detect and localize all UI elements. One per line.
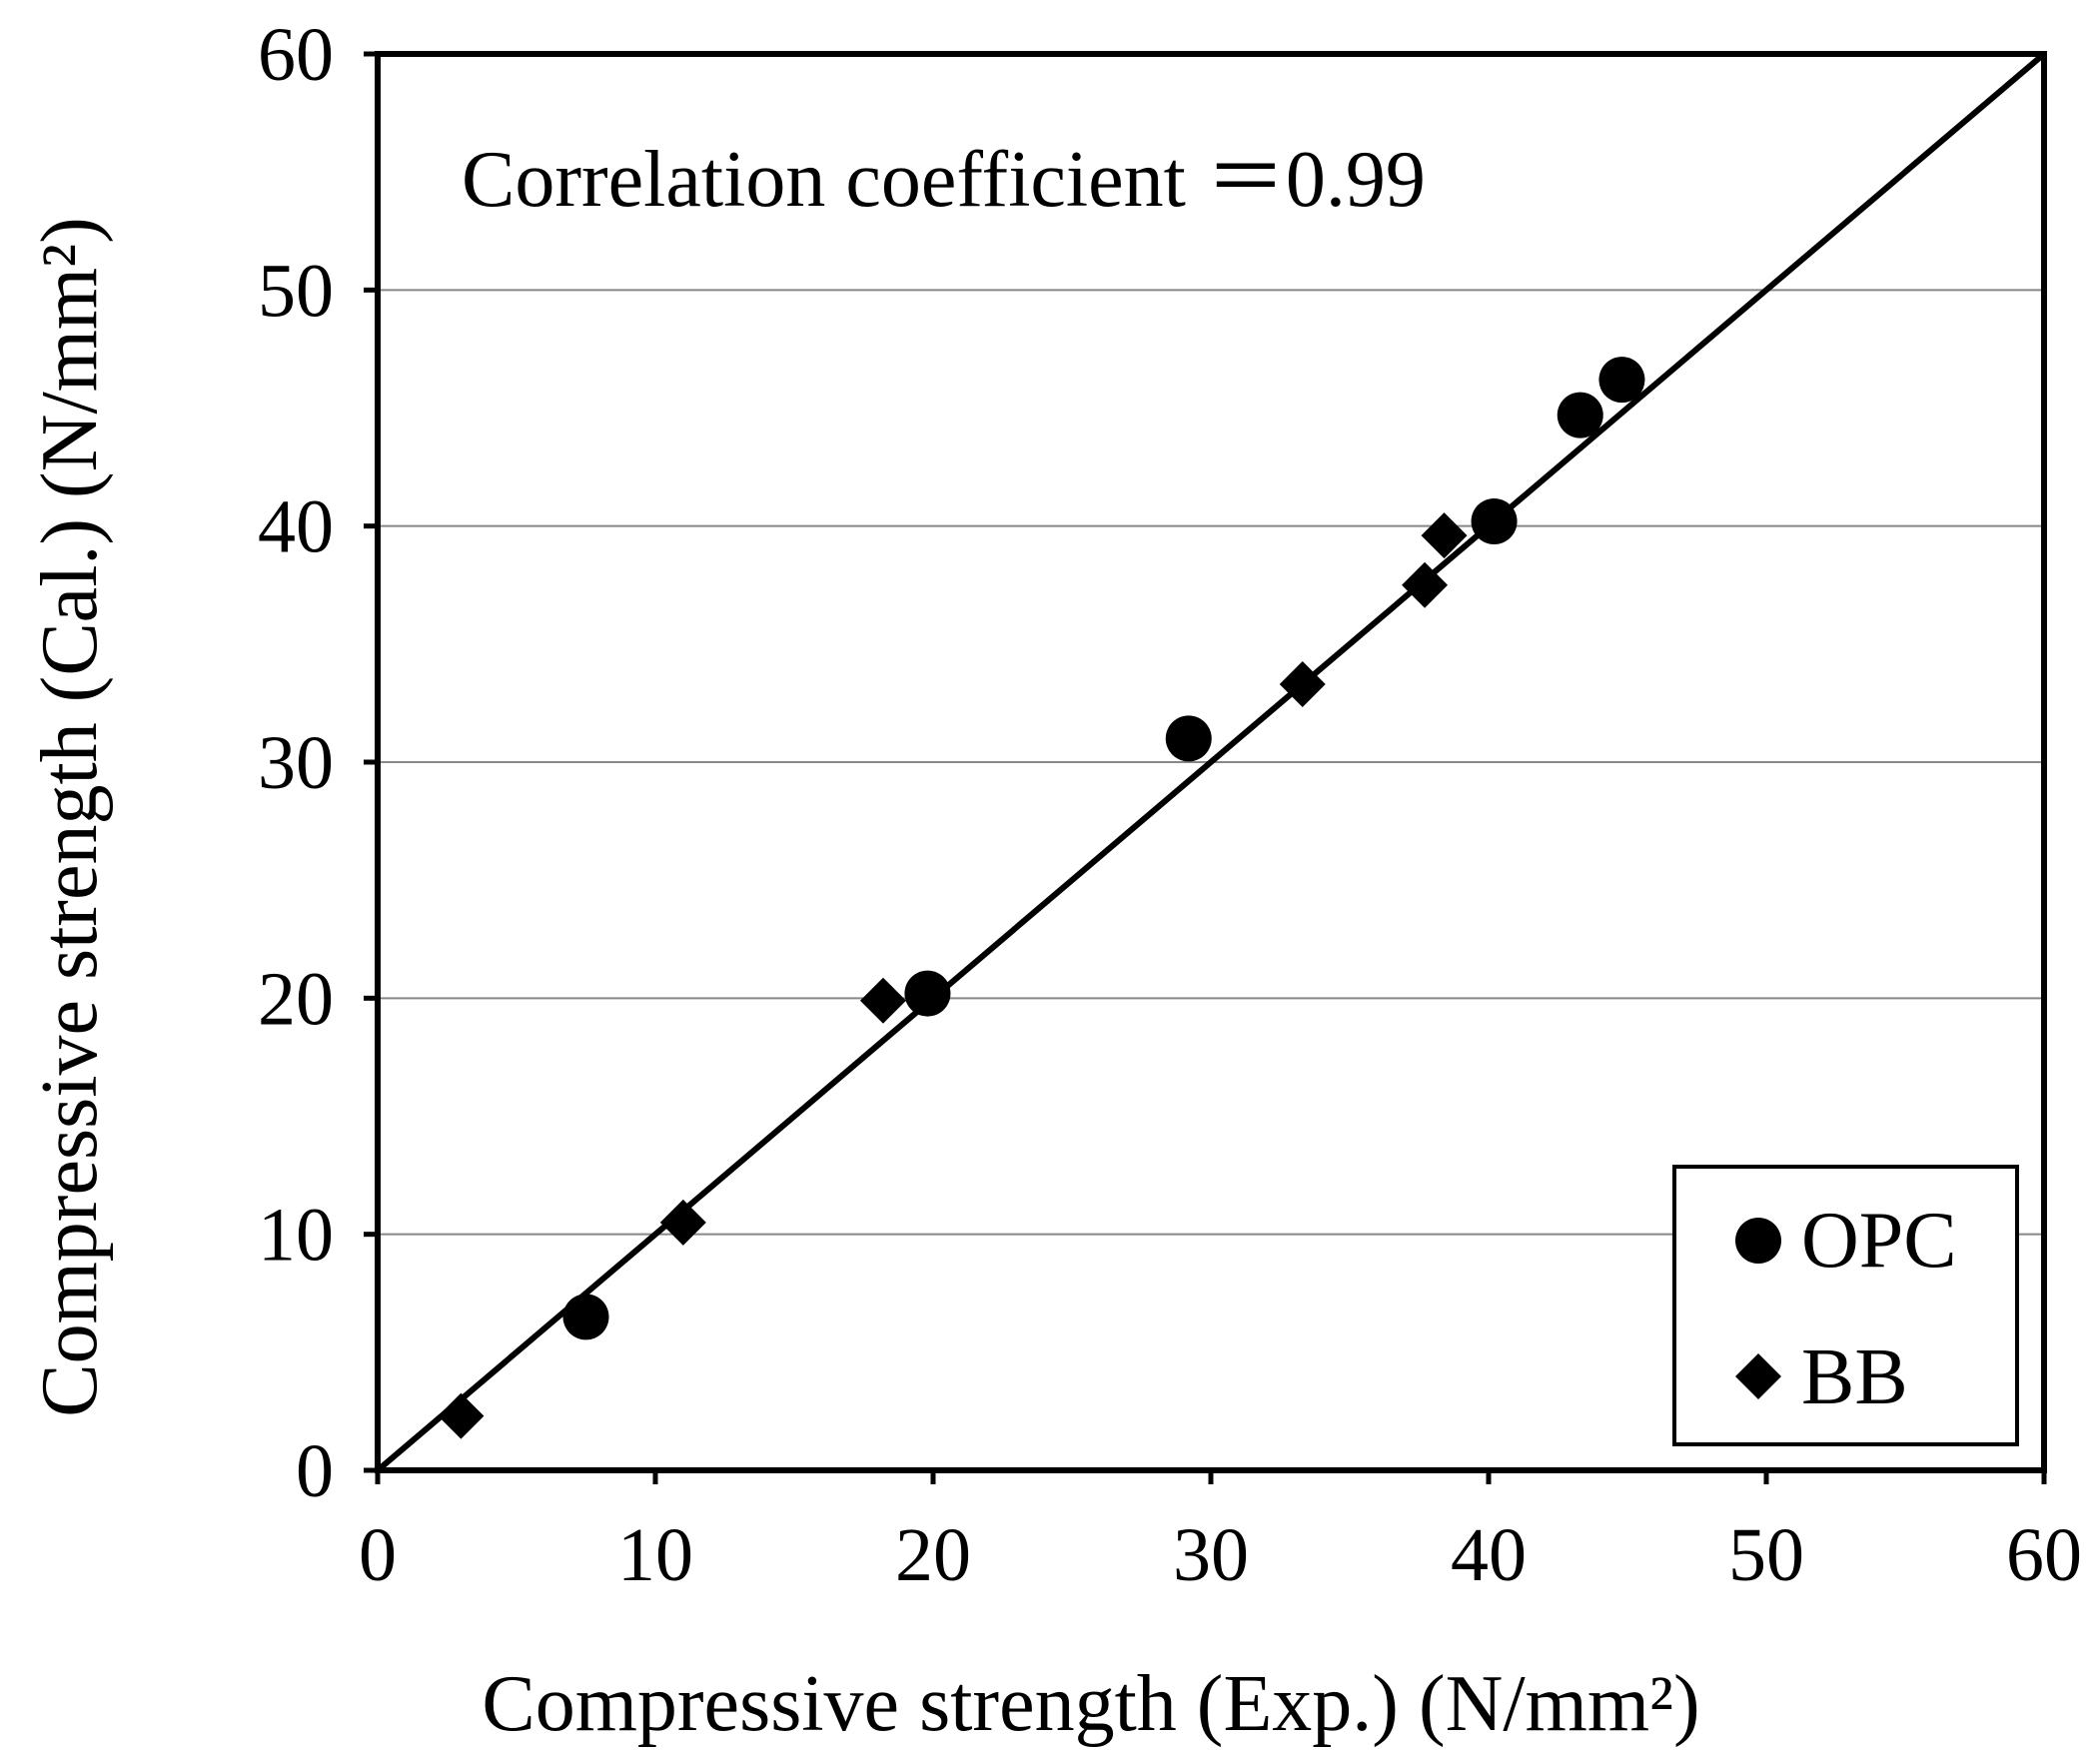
y-axis-title: Compressive strength (Cal.) (N/mm²) [26,217,114,1417]
point-bb-0 [438,1392,485,1439]
x-tick-label-40: 40 [1451,1513,1527,1597]
legend-box [1672,1165,2019,1446]
point-opc-4 [1557,392,1603,439]
x-tick-label-30: 30 [1173,1513,1249,1597]
legend-opc-label: OPC [1801,1197,1957,1285]
legend-bb-label: BB [1801,1333,1908,1421]
point-opc-1 [904,970,951,1017]
data-points-layer [438,357,1645,1439]
x-axis-title: Compressive strength (Exp.) (N/mm²) [482,1660,1699,1748]
x-tick-label-10: 10 [617,1513,693,1597]
y-tick-label-0: 0 [296,1429,334,1513]
x-tick-label-20: 20 [895,1513,971,1597]
point-opc-5 [1598,357,1645,404]
point-opc-3 [1471,497,1518,544]
legend: OPC BB [1672,1165,2019,1446]
y-tick-label-20: 20 [258,957,334,1041]
point-bb-4 [1402,561,1449,608]
x-tick-label-0: 0 [359,1513,397,1597]
point-bb-3 [1279,661,1326,708]
y-tick-label-50: 50 [258,249,334,333]
y-tick-label-10: 10 [258,1194,334,1278]
point-opc-0 [562,1294,609,1340]
correlation-annotation: Correlation coefficient ＝0.99 [462,136,1426,224]
x-tick-label-60: 60 [2006,1513,2082,1597]
reference-line-y-equals-x [376,51,2046,1473]
x-tick-label-50: 50 [1728,1513,1804,1597]
y-tick-label-60: 60 [258,13,334,97]
point-opc-2 [1165,715,1212,762]
point-bb-1 [659,1199,706,1246]
legend-bb-marker [1735,1353,1781,1399]
legend-opc-marker [1735,1218,1781,1264]
point-bb-5 [1421,512,1468,559]
ticks-layer: 0 10 20 30 40 50 60 0 10 20 30 40 50 60 [258,13,2082,1597]
y-tick-label-40: 40 [258,485,334,569]
y-tick-label-30: 30 [258,721,334,805]
point-bb-2 [859,977,906,1024]
